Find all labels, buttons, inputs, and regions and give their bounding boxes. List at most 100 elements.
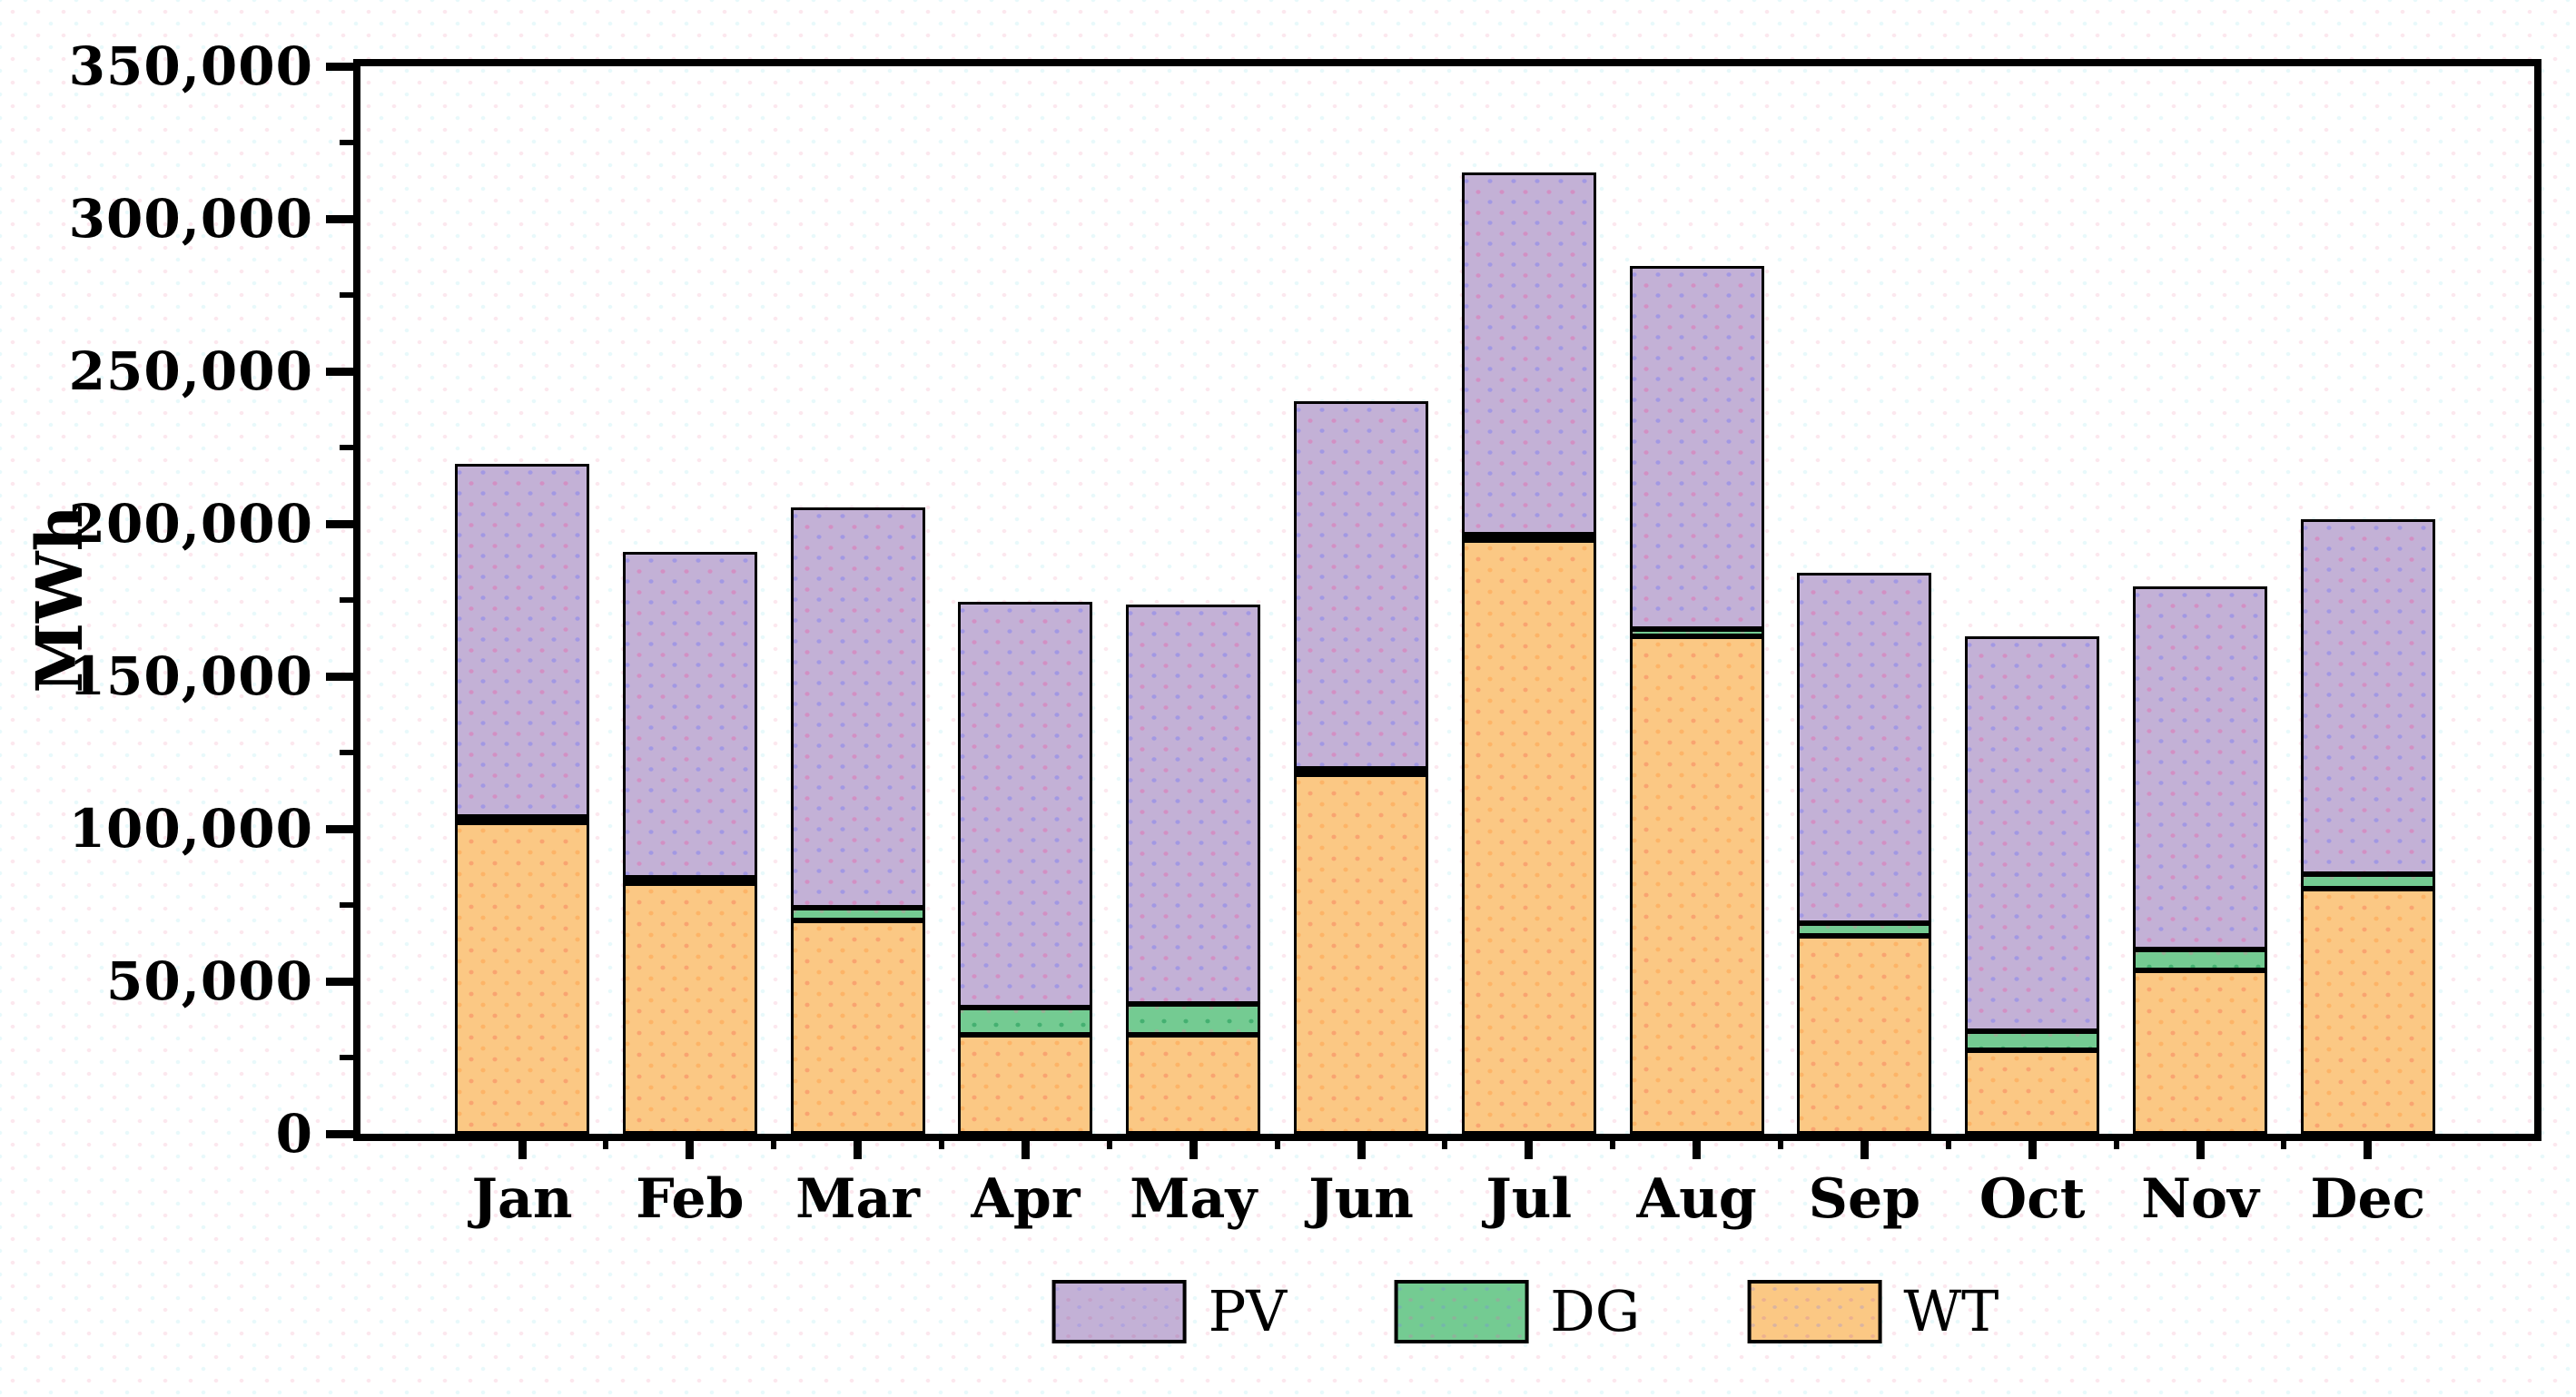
bar-segment-mar-pv	[790, 507, 925, 909]
x-tick-label-jan: Jan	[471, 1167, 573, 1231]
bar-segment-dec-wt	[2300, 888, 2435, 1134]
bar-segment-oct-wt	[1965, 1049, 2100, 1134]
bar-feb	[622, 551, 757, 1134]
x-tick-label-may: May	[1130, 1167, 1258, 1231]
bar-segment-jul-wt	[1461, 540, 1596, 1134]
x-minor-tick	[1106, 1137, 1112, 1149]
bars-layer	[360, 66, 2534, 1134]
y-minor-tick	[340, 597, 353, 603]
x-minor-tick	[603, 1137, 609, 1149]
y-minor-tick	[340, 292, 353, 298]
x-tick-label-sep: Sep	[1808, 1167, 1921, 1231]
y-major-tick	[326, 1129, 353, 1138]
y-tick-label: 250,000	[68, 340, 313, 402]
bar-segment-apr-dg	[958, 1007, 1093, 1035]
bar-nov	[2133, 585, 2267, 1134]
x-minor-tick	[1274, 1137, 1280, 1149]
x-tick-label-feb: Feb	[636, 1167, 745, 1231]
dg-swatch	[1394, 1280, 1529, 1343]
legend-item-wt: WT	[1747, 1280, 1999, 1343]
x-tick-label-apr: Apr	[971, 1167, 1081, 1231]
bar-sep	[1797, 572, 1932, 1134]
x-major-tick	[2196, 1137, 2205, 1159]
bar-segment-jul-dg	[1461, 535, 1596, 541]
x-minor-tick	[2281, 1137, 2287, 1149]
bar-segment-sep-pv	[1797, 572, 1932, 924]
bar-segment-feb-dg	[622, 878, 757, 884]
bar-segment-jan-pv	[455, 463, 589, 818]
y-tick-label: 200,000	[68, 493, 313, 555]
bar-segment-nov-pv	[2133, 585, 2267, 949]
y-major-tick	[326, 519, 353, 528]
bar-segment-mar-dg	[790, 908, 925, 920]
x-minor-tick	[1945, 1137, 1951, 1149]
x-major-tick	[1021, 1137, 1030, 1159]
legend: PV DG WT	[1051, 1280, 1999, 1343]
y-tick-label: 50,000	[106, 950, 313, 1012]
x-tick-label-jul: Jul	[1485, 1167, 1573, 1231]
bar-segment-oct-dg	[1965, 1031, 2100, 1050]
bar-jan	[455, 463, 589, 1134]
x-major-tick	[1525, 1137, 1534, 1159]
x-major-tick	[686, 1137, 695, 1159]
bar-oct	[1965, 636, 2100, 1134]
bar-segment-mar-wt	[790, 920, 925, 1134]
bar-mar	[790, 507, 925, 1134]
x-minor-tick	[771, 1137, 777, 1149]
legend-item-pv: PV	[1051, 1280, 1287, 1343]
bar-dec	[2300, 518, 2435, 1134]
x-minor-tick	[2113, 1137, 2119, 1149]
x-major-tick	[2364, 1137, 2373, 1159]
bar-segment-nov-dg	[2133, 949, 2267, 971]
y-tick-label: 0	[275, 1103, 313, 1165]
y-major-tick	[326, 214, 353, 223]
bar-segment-apr-pv	[958, 601, 1093, 1008]
x-tick-label-aug: Aug	[1636, 1167, 1757, 1231]
bar-segment-jun-pv	[1294, 400, 1428, 769]
bar-apr	[958, 601, 1093, 1134]
bar-segment-jan-wt	[455, 822, 589, 1134]
plot-area	[353, 59, 2541, 1141]
x-tick-label-dec: Dec	[2310, 1167, 2426, 1231]
bar-segment-may-dg	[1126, 1004, 1261, 1035]
y-major-tick	[326, 824, 353, 833]
x-major-tick	[2028, 1137, 2037, 1159]
legend-item-dg: DG	[1394, 1280, 1640, 1343]
x-major-tick	[1860, 1137, 1869, 1159]
bar-segment-aug-pv	[1629, 266, 1764, 629]
y-minor-tick	[340, 902, 353, 908]
x-tick-label-jun: Jun	[1308, 1167, 1414, 1231]
bar-segment-jul-pv	[1461, 172, 1596, 536]
bar-segment-dec-pv	[2300, 518, 2435, 875]
bar-segment-feb-pv	[622, 551, 757, 879]
x-minor-tick	[1442, 1137, 1448, 1149]
y-tick-label: 300,000	[68, 188, 313, 250]
bar-segment-may-wt	[1126, 1034, 1261, 1134]
bar-segment-feb-wt	[622, 883, 757, 1134]
y-minor-tick	[340, 445, 353, 450]
x-major-tick	[518, 1137, 527, 1159]
wt-swatch	[1747, 1280, 1882, 1343]
x-tick-label-mar: Mar	[795, 1167, 921, 1231]
legend-label-dg: DG	[1550, 1278, 1641, 1344]
bar-segment-sep-dg	[1797, 923, 1932, 936]
y-minor-tick	[340, 750, 353, 755]
x-minor-tick	[1778, 1137, 1783, 1149]
y-tick-label: 100,000	[68, 798, 313, 860]
bar-jun	[1294, 400, 1428, 1134]
x-tick-label-nov: Nov	[2141, 1167, 2259, 1231]
bar-aug	[1629, 266, 1764, 1134]
x-tick-label-oct: Oct	[1979, 1167, 2086, 1231]
bar-jul	[1461, 172, 1596, 1134]
y-major-tick	[326, 977, 353, 986]
y-minor-tick	[340, 1055, 353, 1060]
y-major-tick	[326, 367, 353, 376]
bar-segment-apr-wt	[958, 1034, 1093, 1134]
x-major-tick	[1357, 1137, 1366, 1159]
bar-segment-jan-dg	[455, 817, 589, 823]
bar-segment-oct-pv	[1965, 636, 2100, 1032]
bar-segment-jun-dg	[1294, 768, 1428, 774]
y-major-tick	[326, 672, 353, 681]
bar-segment-dec-dg	[2300, 874, 2435, 889]
